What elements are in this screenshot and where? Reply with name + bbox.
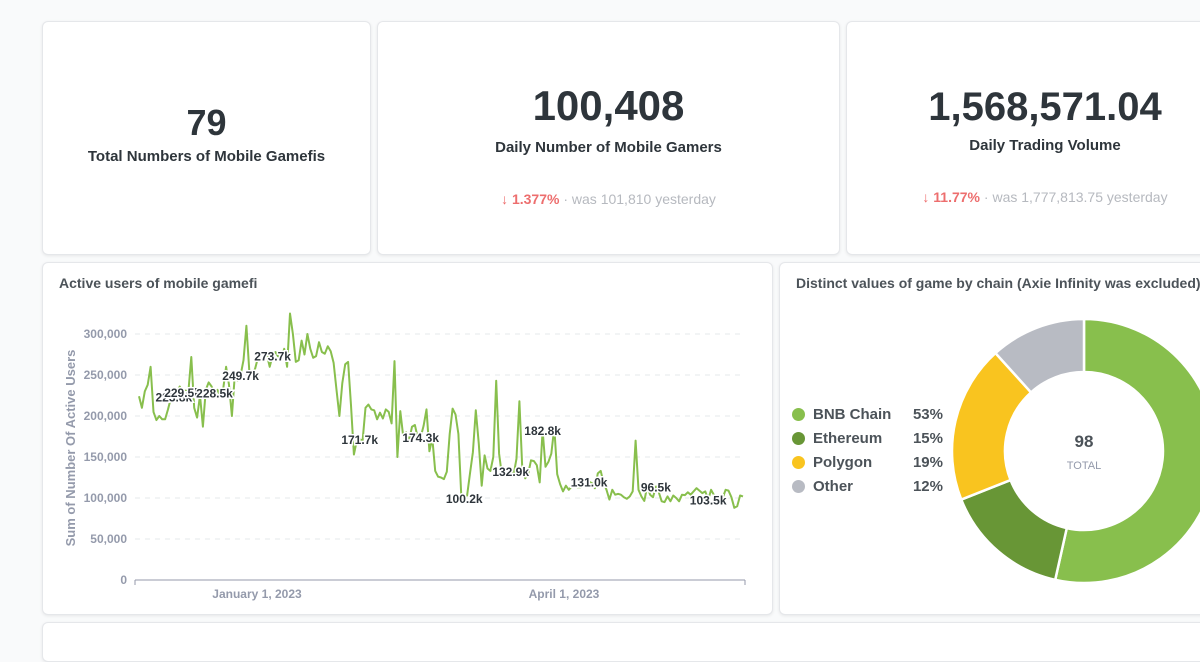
total-gamefis-value: 79: [186, 102, 227, 143]
legend-percent: 53%: [912, 406, 943, 423]
data-point-label: 103.5k: [690, 494, 727, 508]
daily-volume-change: 11.77%: [933, 189, 981, 205]
daily-gamers-previous: was 101,810: [571, 191, 652, 207]
arrow-down-icon: ↓: [922, 189, 930, 205]
donut-slice-ethereum[interactable]: [959, 478, 1069, 582]
delta-suffix: yesterday: [655, 191, 716, 207]
daily-gamers-value: 100,408: [532, 82, 685, 129]
donut-slice-other[interactable]: [993, 317, 1086, 395]
active-users-card[interactable]: Active users of mobile gamefi 0 50,000 100…: [42, 262, 773, 615]
arrow-down-icon: ↓: [501, 191, 509, 207]
data-point-label: 171.7k: [341, 433, 378, 447]
daily-volume-card[interactable]: 1,568,571.04 Daily Trading Volume ↓ 11.7…: [846, 21, 1200, 255]
chain-donut-chart[interactable]: 98 TOTAL: [780, 263, 1200, 615]
daily-volume-previous: was 1,777,813.75: [992, 189, 1103, 205]
data-point-label: 223.8k: [155, 390, 192, 404]
legend-item-other[interactable]: Other 12%: [792, 478, 943, 495]
data-point-label: 273.7k: [254, 350, 291, 364]
delta-separator: ·: [563, 191, 569, 207]
y-tick-label: 50,000: [90, 532, 127, 546]
legend-item-polygon[interactable]: Polygon 19%: [792, 454, 943, 471]
data-point-label: 229.5k: [164, 386, 201, 400]
chain-distribution-card[interactable]: Distinct values of game by chain (Axie I…: [779, 262, 1200, 615]
daily-gamers-card[interactable]: 100,408 Daily Number of Mobile Gamers ↓ …: [377, 21, 840, 255]
donut-total-label: TOTAL: [1067, 460, 1101, 472]
data-point-label: 96.5k: [641, 481, 671, 495]
y-tick-label: 200,000: [84, 409, 128, 423]
bottom-card: [42, 622, 1200, 662]
daily-volume-delta: ↓ 11.77% · was 1,777,813.75 yesterday: [847, 189, 1200, 205]
legend-color-dot: [792, 480, 805, 493]
data-point-label: 100.2k: [446, 492, 483, 506]
donut-slice-bnb-chain[interactable]: [1053, 317, 1200, 585]
data-point-label: 249.7k: [222, 369, 259, 383]
y-tick-label: 100,000: [84, 491, 128, 505]
y-tick-label: 150,000: [84, 450, 128, 464]
legend-percent: 15%: [912, 430, 943, 447]
delta-suffix: yesterday: [1106, 189, 1168, 205]
total-gamefis-label: Total Numbers of Mobile Gamefis: [87, 148, 326, 165]
donut-total-value: 98: [1075, 432, 1094, 451]
legend-percent: 12%: [912, 478, 943, 495]
y-tick-label: 250,000: [84, 368, 128, 382]
data-point-label: 132.9k: [492, 465, 529, 479]
active-users-line-chart[interactable]: 0 50,000 100,000 150,000 200,000 250,000 300,0…: [43, 263, 773, 615]
x-tick-label: April 1, 2023: [529, 587, 600, 601]
delta-separator: ·: [983, 189, 989, 205]
y-axis-title: Sum of Number Of Active Users: [63, 350, 78, 547]
y-tick-label: 300,000: [84, 327, 128, 341]
daily-volume-value: 1,568,571.04: [928, 85, 1162, 129]
data-point-label: 174.3k: [402, 431, 439, 445]
daily-gamers-label: Daily Number of Mobile Gamers: [495, 139, 722, 156]
data-point-label: 131.0k: [571, 476, 608, 490]
data-point-label: 228.5k: [196, 387, 233, 401]
series-line[interactable]: [138, 312, 744, 509]
legend-color-dot: [792, 432, 805, 445]
daily-volume-label: Daily Trading Volume: [969, 137, 1121, 154]
y-tick-label: 0: [120, 573, 127, 587]
daily-gamers-change: 1.377%: [511, 191, 560, 207]
legend-item-bnb-chain[interactable]: BNB Chain 53%: [792, 406, 943, 423]
chain-distribution-title: Distinct values of game by chain (Axie I…: [796, 275, 1200, 291]
daily-gamers-delta: ↓ 1.377% · was 101,810 yesterday: [378, 191, 839, 207]
data-point-label: 182.8k: [524, 424, 561, 438]
legend-percent: 19%: [912, 454, 943, 471]
x-tick-label: January 1, 2023: [212, 587, 302, 601]
legend-color-dot: [792, 456, 805, 469]
total-gamefis-card[interactable]: 79 Total Numbers of Mobile Gamefis: [42, 21, 371, 255]
active-users-title: Active users of mobile gamefi: [59, 275, 258, 291]
legend-item-ethereum[interactable]: Ethereum 15%: [792, 430, 943, 447]
legend-color-dot: [792, 408, 805, 421]
